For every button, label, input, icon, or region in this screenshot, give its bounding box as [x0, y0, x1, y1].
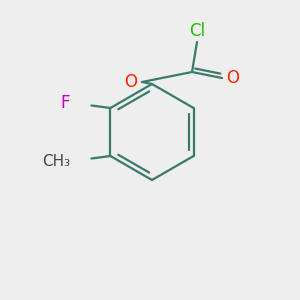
- Text: O: O: [124, 73, 137, 91]
- Text: O: O: [226, 69, 239, 87]
- Text: CH₃: CH₃: [42, 154, 70, 169]
- Text: Cl: Cl: [189, 22, 205, 40]
- Text: F: F: [60, 94, 69, 112]
